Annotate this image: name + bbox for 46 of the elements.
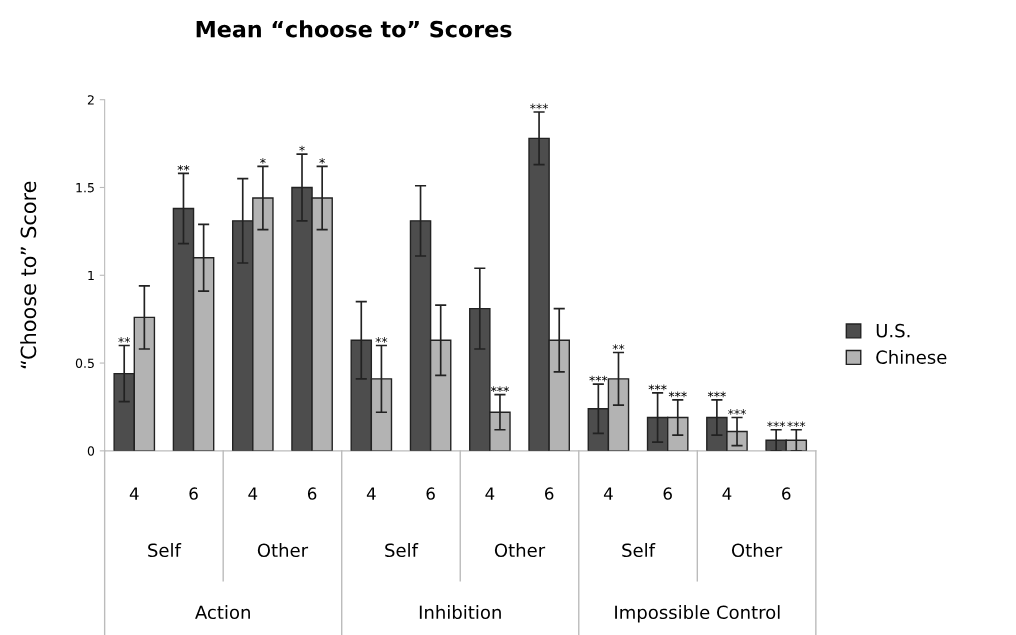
x-tick-label: 6	[307, 487, 317, 500]
data-label: ***	[589, 375, 608, 382]
data-label: *	[299, 145, 305, 152]
y-tick-label: 1	[88, 270, 94, 281]
text: Self	[385, 543, 419, 558]
data-label: **	[177, 165, 190, 171]
data-label: *	[260, 158, 266, 164]
x-tick-label: 6	[663, 487, 672, 500]
legend-label: U.S.	[876, 323, 910, 338]
y-tick-label: 2	[87, 95, 94, 105]
text: Other	[257, 543, 309, 558]
text: Self	[148, 543, 182, 558]
data-label: *	[319, 158, 325, 164]
x-tick-label: 4	[485, 487, 495, 500]
y-axis-title: “Choose to” Score	[20, 181, 37, 369]
data-label: ***	[707, 391, 726, 398]
x-tick-label: 4	[248, 487, 258, 500]
text: Inhibition	[419, 605, 501, 620]
data-label: **	[612, 344, 625, 350]
y-tick-label: 1.5	[76, 183, 94, 193]
data-label: **	[375, 337, 388, 343]
x-tick-label: 6	[426, 487, 435, 500]
text: Self	[622, 543, 656, 558]
legend-label: Chinese	[876, 350, 947, 364]
data-label: ***	[530, 103, 549, 110]
data-label: ***	[728, 409, 747, 415]
y-tick-label: 0.5	[75, 358, 94, 368]
x-tick-label: 6	[545, 487, 554, 500]
data-label: ***	[490, 386, 509, 392]
x-tick-label: 6	[189, 487, 198, 500]
x-tick-label: 4	[366, 487, 376, 500]
chart-title: Mean “choose to” Scores	[196, 20, 512, 38]
x-tick-label: 4	[722, 487, 732, 500]
text: Other	[494, 543, 546, 558]
x-tick-label: 6	[782, 487, 791, 500]
data-label: ***	[787, 421, 806, 428]
data-label: ***	[648, 384, 667, 391]
x-tick-label: 4	[129, 487, 139, 500]
x-tick-label: 4	[603, 487, 613, 500]
data-label: ***	[668, 391, 687, 398]
data-label: **	[118, 337, 131, 343]
data-label: ***	[767, 421, 786, 428]
text: Action	[195, 605, 250, 620]
text: Other	[731, 543, 783, 558]
text: Impossible Control	[615, 605, 780, 623]
y-tick-label: 0	[87, 446, 95, 456]
